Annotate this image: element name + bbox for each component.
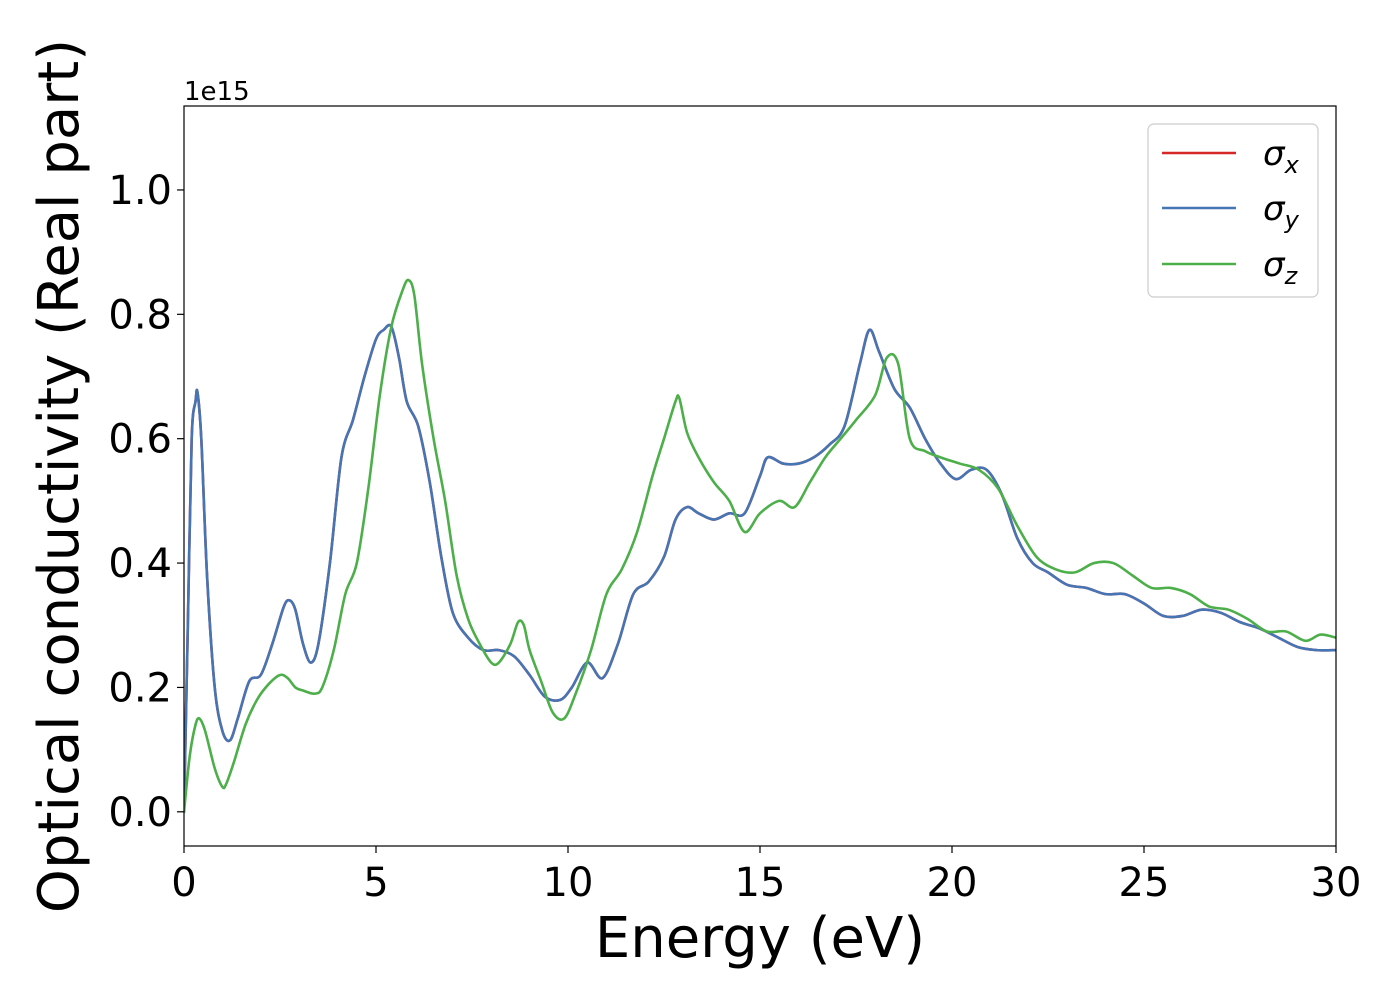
x-axis-ticks: 0 5 10 15 20 25 30 <box>171 846 1361 906</box>
legend-box <box>1147 123 1319 298</box>
legend-label-z: σz <box>1263 245 1299 290</box>
series-layer <box>184 278 1336 814</box>
x-tick-label: 10 <box>543 860 594 906</box>
y-offset-label: 1e15 <box>184 77 250 107</box>
x-tick-label: 25 <box>1119 860 1170 906</box>
y-tick-label: 1.0 <box>108 168 172 214</box>
x-axis-label: Energy (eV) <box>595 906 925 971</box>
x-tick-label: 0 <box>171 860 196 906</box>
y-tick-label: 0.6 <box>108 417 172 463</box>
series-line-y <box>184 323 1336 814</box>
y-axis-label: Optical conductivity (Real part) <box>27 39 92 913</box>
y-tick-label: 0.0 <box>108 790 172 836</box>
y-tick-label: 0.4 <box>108 541 172 587</box>
legend-label-x: σx <box>1263 134 1300 179</box>
x-tick-label: 5 <box>363 860 388 906</box>
legend: σx σy σz <box>1147 123 1319 298</box>
x-tick-label: 15 <box>735 860 786 906</box>
y-tick-label: 0.8 <box>108 292 172 338</box>
legend-label-y: σy <box>1263 189 1300 234</box>
y-tick-label: 0.2 <box>108 665 172 711</box>
x-tick-label: 30 <box>1311 860 1362 906</box>
x-tick-label: 20 <box>927 860 978 906</box>
series-line-z <box>184 278 1336 814</box>
y-axis-ticks: 0.0 0.2 0.4 0.6 0.8 1.0 <box>108 168 184 836</box>
